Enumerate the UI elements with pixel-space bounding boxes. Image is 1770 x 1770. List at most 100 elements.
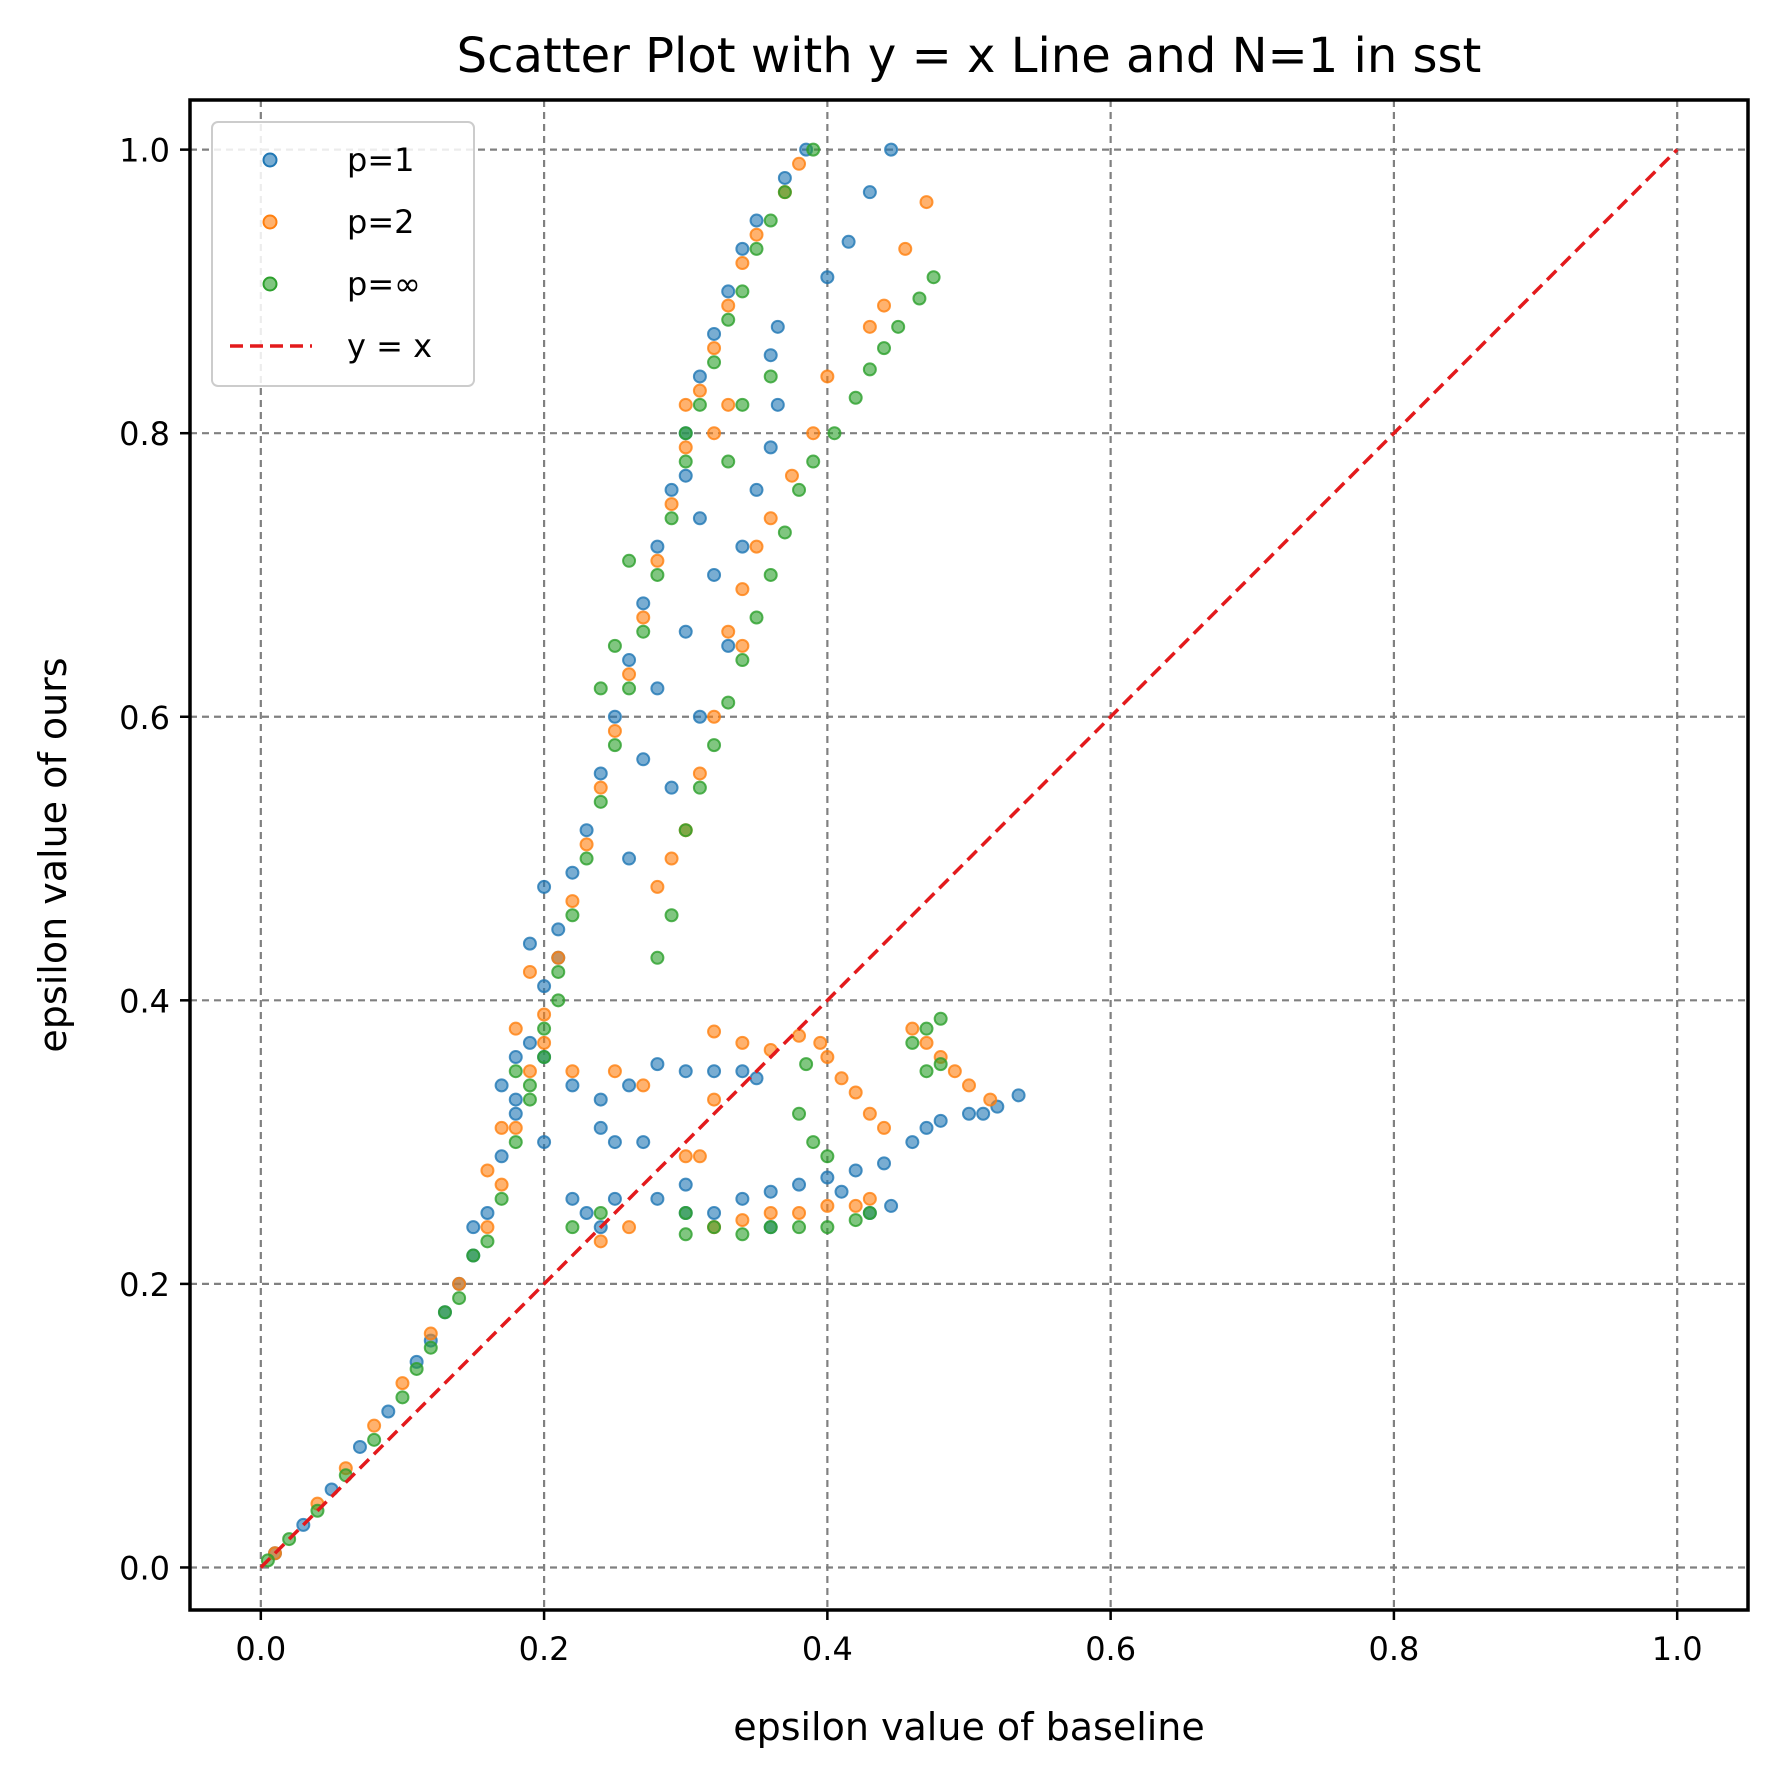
scatter-point: [622, 1078, 637, 1093]
scatter-point: [466, 1220, 481, 1235]
series-2: [260, 142, 948, 1568]
scatter-point: [735, 582, 750, 597]
scatter-point: [565, 1064, 580, 1079]
scatter-point: [707, 709, 722, 724]
legend-box: [211, 121, 475, 387]
scatter-point: [650, 950, 665, 965]
y-tick-label: 0.6: [119, 699, 170, 737]
scatter-point: [763, 1220, 778, 1235]
scatter-point: [607, 1191, 622, 1206]
grid-lines: [190, 100, 1748, 1610]
scatter-point: [395, 1390, 410, 1405]
scatter-point: [678, 1177, 693, 1192]
scatter-point: [692, 780, 707, 795]
y-axis-label: epsilon value of ours: [31, 657, 75, 1052]
scatter-point: [678, 624, 693, 639]
scatter-point: [607, 638, 622, 653]
scatter-point: [565, 1220, 580, 1235]
scatter-point: [806, 426, 821, 441]
legend-label-pinf: p=∞: [347, 265, 421, 303]
x-tick-label: 1.0: [1652, 1630, 1703, 1668]
scatter-point: [707, 1206, 722, 1221]
scatter-point: [437, 1305, 452, 1320]
x-axis-label: epsilon value of baseline: [733, 1705, 1205, 1749]
scatter-point: [721, 312, 736, 327]
scatter-point: [494, 1120, 509, 1135]
scatter-point: [777, 185, 792, 200]
scatter-point: [678, 823, 693, 838]
scatter-point: [678, 397, 693, 412]
scatter-point: [735, 1064, 750, 1079]
scatter-point: [508, 1120, 523, 1135]
scatter-point: [508, 1021, 523, 1036]
scatter-point: [877, 1120, 892, 1135]
legend-marker-pinf: [262, 276, 278, 292]
x-tick-label: 0.4: [802, 1630, 853, 1668]
scatter-point: [551, 922, 566, 937]
scatter-point: [770, 397, 785, 412]
scatter-point: [678, 468, 693, 483]
y-tick-label: 1.0: [119, 132, 170, 170]
scatter-point: [593, 1120, 608, 1135]
scatter-point: [721, 298, 736, 313]
scatter-point: [735, 1035, 750, 1050]
scatter-point: [820, 1050, 835, 1065]
legend-label-p1: p=1: [347, 141, 414, 179]
scatter-point: [884, 142, 899, 157]
scatter-point: [522, 1035, 537, 1050]
scatter-point: [636, 1135, 651, 1150]
scatter-point: [650, 553, 665, 568]
scatter-point: [848, 1198, 863, 1213]
scatter-point: [806, 142, 821, 157]
scatter-point: [862, 319, 877, 334]
scatter-point: [678, 1206, 693, 1221]
scatter-point: [862, 1206, 877, 1221]
scatter-point: [919, 1064, 934, 1079]
scatter-point: [735, 256, 750, 271]
y-tick-label: 0.0: [119, 1549, 170, 1587]
scatter-point: [721, 695, 736, 710]
scatter-point: [792, 1028, 807, 1043]
scatter-point: [707, 326, 722, 341]
scatter-point: [537, 979, 552, 994]
scatter-point: [707, 341, 722, 356]
scatter-point: [650, 567, 665, 582]
scatter-point: [678, 1064, 693, 1079]
scatter-point: [565, 1078, 580, 1093]
scatter-point: [862, 362, 877, 377]
scatter-point: [820, 1170, 835, 1185]
scatter-point: [721, 454, 736, 469]
scatter-point: [806, 454, 821, 469]
x-tick-label: 0.0: [235, 1630, 286, 1668]
legend-marker-p2: [262, 214, 278, 230]
scatter-point: [912, 291, 927, 306]
legend-label-p2: p=2: [347, 203, 414, 241]
scatter-point: [423, 1326, 438, 1341]
scatter-point: [395, 1376, 410, 1391]
scatter-point: [622, 681, 637, 696]
scatter-point: [692, 383, 707, 398]
scatter-point: [593, 681, 608, 696]
scatter-point: [976, 1106, 991, 1121]
scatter-point: [707, 1024, 722, 1039]
scatter-point: [494, 1149, 509, 1164]
x-tick-label: 0.6: [1085, 1630, 1136, 1668]
scatter-point: [792, 1106, 807, 1121]
scatter-point: [919, 1120, 934, 1135]
scatter-point: [707, 1064, 722, 1079]
scatter-point: [650, 681, 665, 696]
scatter-point: [565, 865, 580, 880]
scatter-point: [919, 1035, 934, 1050]
scatter-point: [650, 1191, 665, 1206]
scatter-point: [537, 1050, 552, 1065]
scatter-point: [820, 369, 835, 384]
scatter-point: [678, 426, 693, 441]
scatter-point: [877, 298, 892, 313]
scatter-point: [735, 653, 750, 668]
scatter-point: [749, 227, 764, 242]
scatter-point: [537, 1007, 552, 1022]
scatter-point: [926, 270, 941, 285]
scatter-point: [607, 723, 622, 738]
scatter-point: [622, 553, 637, 568]
